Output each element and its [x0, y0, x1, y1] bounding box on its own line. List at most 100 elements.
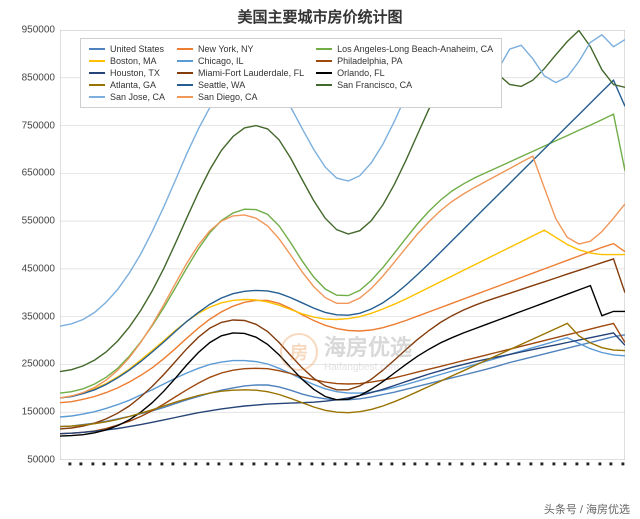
legend-swatch: [89, 48, 105, 50]
legend-label: Houston, TX: [110, 68, 160, 78]
x-tick-label: ■: [388, 462, 394, 466]
x-tick-label: ■: [181, 462, 187, 466]
x-tick-label: ■: [285, 462, 291, 466]
x-tick-label: ■: [573, 462, 579, 466]
legend-label: Orlando, FL: [337, 68, 385, 78]
legend-item: San Diego, CA: [177, 92, 304, 102]
x-tick-label: ■: [400, 462, 406, 466]
legend-label: San Jose, CA: [110, 92, 165, 102]
x-tick-label: ■: [192, 462, 198, 466]
legend-swatch: [89, 96, 105, 98]
x-tick-label: ■: [100, 462, 106, 466]
legend-label: Seattle, WA: [198, 80, 245, 90]
legend-item: San Jose, CA: [89, 92, 165, 102]
x-tick-label: ■: [458, 462, 464, 466]
y-tick-label: 450000: [5, 263, 55, 274]
x-tick-label: ■: [354, 462, 360, 466]
legend-swatch: [316, 60, 332, 62]
x-tick-label: ■: [77, 462, 83, 466]
x-tick-label: ■: [607, 462, 613, 466]
legend-label: San Francisco, CA: [337, 80, 412, 90]
legend-swatch: [89, 60, 105, 62]
legend-item: Atlanta, GA: [89, 80, 165, 90]
legend-item: San Francisco, CA: [316, 80, 493, 90]
chart-container: 美国主要城市房价统计图 United States New York, NY Los…: [0, 0, 640, 519]
legend-label: Boston, MA: [110, 56, 157, 66]
y-tick-label: 350000: [5, 311, 55, 322]
legend-label: San Diego, CA: [198, 92, 258, 102]
x-tick-label: ■: [596, 462, 602, 466]
footer-text: 头条号 / 海房优选: [544, 501, 630, 517]
x-tick-label: ■: [331, 462, 337, 466]
legend-item: New York, NY: [177, 44, 304, 54]
legend-label: United States: [110, 44, 164, 54]
x-tick-label: ■: [446, 462, 452, 466]
x-tick-label: ■: [123, 462, 129, 466]
y-tick-label: 250000: [5, 359, 55, 370]
legend-item: Orlando, FL: [316, 68, 493, 78]
x-tick-label: ■: [112, 462, 118, 466]
legend-label: Atlanta, GA: [110, 80, 156, 90]
x-tick-label: ■: [527, 462, 533, 466]
y-tick-label: 750000: [5, 120, 55, 131]
x-axis-ticks: ■ ■ ■ ■ ■ ■ ■ ■ ■ ■ ■ ■ ■ ■ ■ ■ ■ ■ ■ ■ ■ ■ ■ ■ ■ ■ ■ ■ ■ ■ ■ ■ ■ ■ ■ ■ ■ ■ ■ ■…: [60, 462, 625, 502]
legend-swatch: [177, 96, 193, 98]
legend-item: Philadelphia, PA: [316, 56, 493, 66]
x-tick-label: ■: [377, 462, 383, 466]
x-tick-label: ■: [204, 462, 210, 466]
legend-item: Miami-Fort Lauderdale, FL: [177, 68, 304, 78]
x-tick-label: ■: [308, 462, 314, 466]
x-tick-label: ■: [319, 462, 325, 466]
legend-swatch: [89, 72, 105, 74]
legend-swatch: [316, 48, 332, 50]
chart-title: 美国主要城市房价统计图: [0, 6, 640, 27]
x-tick-label: ■: [561, 462, 567, 466]
x-tick-label: ■: [262, 462, 268, 466]
x-tick-label: ■: [169, 462, 175, 466]
x-tick-label: ■: [342, 462, 348, 466]
legend-item: Boston, MA: [89, 56, 165, 66]
legend-label: Chicago, IL: [198, 56, 244, 66]
x-tick-label: ■: [481, 462, 487, 466]
y-tick-label: 50000: [5, 455, 55, 466]
legend-label: New York, NY: [198, 44, 254, 54]
x-tick-label: ■: [89, 462, 95, 466]
y-tick-label: 650000: [5, 168, 55, 179]
legend-swatch: [177, 84, 193, 86]
legend-label: Philadelphia, PA: [337, 56, 402, 66]
y-tick-label: 550000: [5, 216, 55, 227]
legend-swatch: [316, 84, 332, 86]
legend: United States New York, NY Los Angeles-Lon…: [80, 38, 502, 108]
legend-item: Chicago, IL: [177, 56, 304, 66]
x-tick-label: ■: [538, 462, 544, 466]
x-tick-label: ■: [273, 462, 279, 466]
x-tick-label: ■: [515, 462, 521, 466]
x-tick-label: ■: [66, 462, 72, 466]
x-tick-label: ■: [504, 462, 510, 466]
legend-item: Los Angeles-Long Beach-Anaheim, CA: [316, 44, 493, 54]
x-tick-label: ■: [135, 462, 141, 466]
x-tick-label: ■: [584, 462, 590, 466]
y-tick-label: 150000: [5, 407, 55, 418]
legend-label: Los Angeles-Long Beach-Anaheim, CA: [337, 44, 493, 54]
x-tick-label: ■: [296, 462, 302, 466]
x-tick-label: ■: [146, 462, 152, 466]
legend-item: Seattle, WA: [177, 80, 304, 90]
x-tick-label: ■: [238, 462, 244, 466]
y-tick-label: 850000: [5, 72, 55, 83]
x-tick-label: ■: [250, 462, 256, 466]
x-tick-label: ■: [365, 462, 371, 466]
x-tick-label: ■: [158, 462, 164, 466]
x-tick-label: ■: [550, 462, 556, 466]
legend-item: Houston, TX: [89, 68, 165, 78]
x-tick-label: ■: [469, 462, 475, 466]
legend-swatch: [316, 72, 332, 74]
legend-swatch: [89, 84, 105, 86]
legend-swatch: [177, 48, 193, 50]
x-tick-label: ■: [492, 462, 498, 466]
x-tick-label: ■: [215, 462, 221, 466]
x-tick-label: ■: [411, 462, 417, 466]
x-tick-label: ■: [423, 462, 429, 466]
legend-item: United States: [89, 44, 165, 54]
x-tick-label: ■: [227, 462, 233, 466]
